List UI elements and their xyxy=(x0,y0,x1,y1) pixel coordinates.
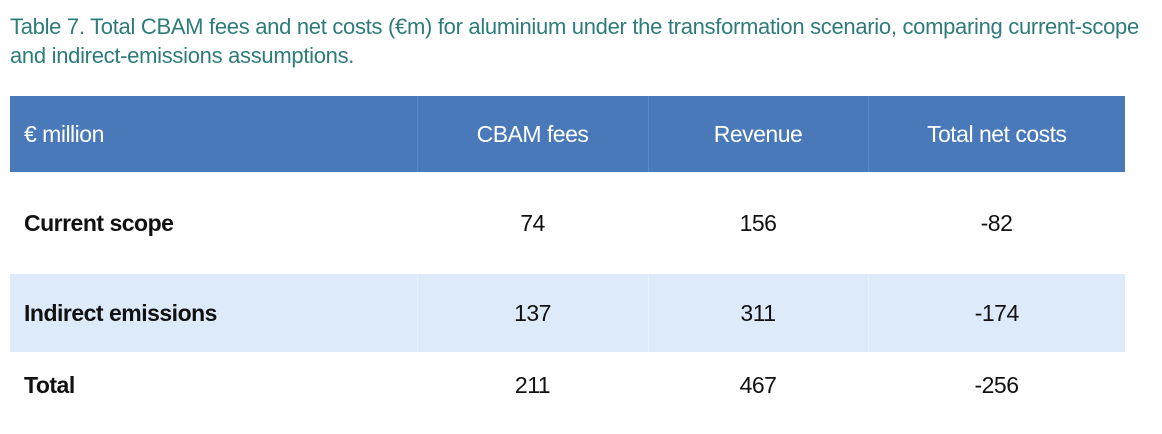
cbam-costs-table: € million CBAM fees Revenue Total net co… xyxy=(10,96,1125,418)
revenue-cell: 311 xyxy=(648,274,869,352)
header-row: € million CBAM fees Revenue Total net co… xyxy=(10,96,1125,172)
cbam-fees-cell: 74 xyxy=(520,209,545,236)
header-cbam-fees: CBAM fees xyxy=(417,96,649,172)
net-costs-cell: -256 xyxy=(974,371,1019,398)
net-costs-cell: -82 xyxy=(980,209,1013,236)
revenue-cell: 467 xyxy=(739,371,777,398)
revenue-cell: 156 xyxy=(739,209,777,236)
row-label: Total xyxy=(24,371,75,398)
row-label: Current scope xyxy=(24,209,174,236)
header-total-net-costs: Total net costs xyxy=(868,96,1125,172)
cbam-fees-cell: 211 xyxy=(514,371,551,398)
header-unit: € million xyxy=(10,96,418,172)
table-row: Total 211 467 -256 xyxy=(10,352,1125,418)
row-label: Indirect emissions xyxy=(10,274,418,352)
header-revenue: Revenue xyxy=(648,96,869,172)
net-costs-cell: -174 xyxy=(868,274,1125,352)
table-caption: Table 7. Total CBAM fees and net costs (… xyxy=(10,14,1139,68)
cbam-fees-cell: 137 xyxy=(417,274,649,352)
table-row: Current scope 74 156 -82 xyxy=(10,172,1125,274)
table-row: Indirect emissions 137 311 -174 xyxy=(10,274,1125,352)
